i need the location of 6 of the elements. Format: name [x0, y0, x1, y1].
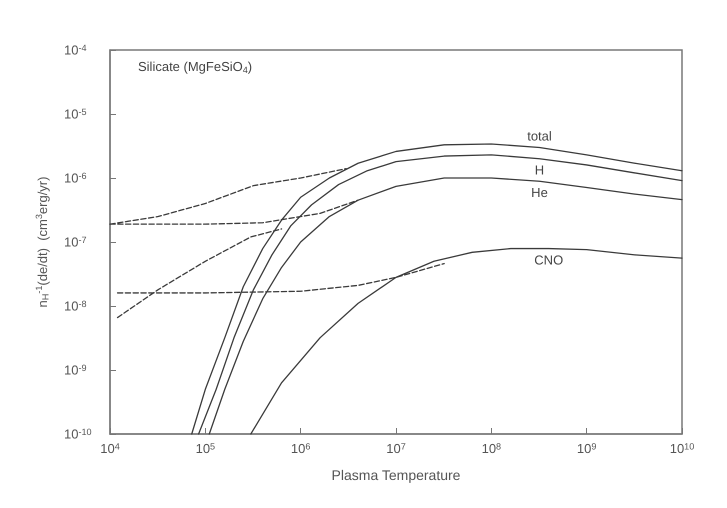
series-label: H	[534, 162, 544, 178]
series-label: total	[527, 128, 552, 144]
y-axis-title: nH-1(de/dt) (cm3erg/yr)	[34, 176, 50, 308]
series-label: CNO	[534, 252, 564, 268]
x-axis-title: Plasma Temperature	[332, 467, 461, 483]
series-label: He	[531, 185, 548, 200]
